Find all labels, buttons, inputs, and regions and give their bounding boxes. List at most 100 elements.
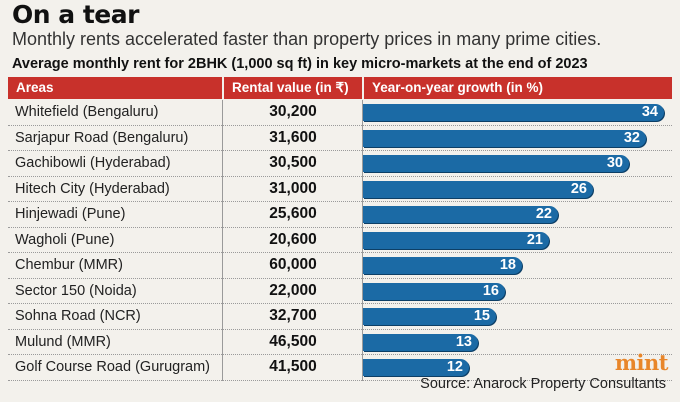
table-row: Mulund (MMR) 46,500 13	[8, 329, 672, 355]
row-separator	[8, 200, 672, 202]
header-divider	[362, 77, 364, 99]
growth-value-label: 18	[499, 257, 516, 273]
table-row: Whitefield (Bengaluru) 30,200 34	[8, 100, 672, 126]
column-divider	[362, 355, 363, 381]
area-label: Chembur (MMR)	[15, 257, 123, 273]
table-row: Hitech City (Hyderabad) 31,000 26	[8, 176, 672, 202]
table-row: Wagholi (Pune) 20,600 21	[8, 227, 672, 253]
table-row: Sarjapur Road (Bengaluru) 31,600 32	[8, 125, 672, 151]
growth-bar: 32	[363, 129, 646, 147]
column-divider	[362, 151, 363, 177]
area-label: Gachibowli (Hyderabad)	[15, 155, 171, 171]
column-divider	[222, 151, 223, 177]
growth-bar: 21	[363, 231, 549, 249]
row-separator	[8, 124, 672, 126]
header-rental-value: Rental value (in ₹)	[232, 80, 349, 95]
growth-bar: 12	[363, 359, 469, 376]
chart-subtitle: Monthly rents accelerated faster than pr…	[12, 29, 602, 49]
column-divider	[362, 227, 363, 253]
growth-bar: 34	[363, 104, 664, 121]
column-divider	[222, 227, 223, 253]
growth-bar: 18	[363, 257, 522, 274]
area-label: Golf Course Road (Gurugram)	[15, 359, 211, 375]
row-separator	[8, 277, 672, 279]
growth-value-label: 12	[446, 359, 463, 375]
rental-value: 31,600	[269, 128, 317, 146]
table-heading: Average monthly rent for 2BHK (1,000 sq …	[12, 56, 588, 72]
brand-logo: mint	[614, 350, 669, 375]
column-divider	[362, 100, 363, 126]
table-body: Whitefield (Bengaluru) 30,200 34 Sarjapur R…	[8, 100, 672, 381]
column-divider	[222, 329, 223, 355]
column-divider	[362, 176, 363, 202]
row-separator	[8, 379, 672, 381]
growth-value-label: 13	[455, 333, 472, 350]
growth-bar: 30	[363, 155, 629, 172]
growth-bar: 13	[363, 333, 478, 351]
column-divider	[362, 329, 363, 355]
rental-value: 30,200	[269, 103, 317, 120]
table-row: Chembur (MMR) 60,000 18	[8, 253, 672, 279]
area-label: Whitefield (Bengaluru)	[15, 104, 159, 120]
area-label: Wagholi (Pune)	[15, 231, 115, 248]
column-divider	[362, 304, 363, 330]
rental-value: 32,700	[269, 307, 317, 324]
growth-value-label: 15	[473, 308, 490, 324]
header-growth: Year-on-year growth (in %)	[372, 80, 544, 95]
growth-bar: 15	[363, 308, 496, 325]
column-divider	[222, 355, 223, 381]
column-divider	[362, 202, 363, 228]
area-label: Mulund (MMR)	[15, 333, 111, 350]
table-row: Sector 150 (Noida) 22,000 16	[8, 278, 672, 304]
area-label: Sohna Road (NCR)	[15, 308, 141, 324]
row-separator	[8, 226, 672, 228]
header-divider	[222, 77, 224, 99]
rental-value: 31,000	[269, 179, 317, 197]
chart-title: On a tear	[12, 0, 139, 29]
column-divider	[362, 278, 363, 304]
growth-value-label: 34	[641, 104, 658, 120]
table-row: Golf Course Road (Gurugram) 41,500 12	[8, 355, 672, 381]
column-divider	[362, 253, 363, 279]
growth-bar: 26	[363, 180, 593, 198]
growth-value-label: 22	[535, 206, 552, 222]
growth-bar: 22	[363, 206, 558, 223]
growth-value-label: 30	[606, 155, 623, 171]
row-separator	[8, 175, 672, 177]
table-row: Gachibowli (Hyderabad) 30,500 30	[8, 151, 672, 177]
area-label: Hitech City (Hyderabad)	[15, 180, 170, 197]
header-areas: Areas	[16, 80, 54, 95]
rental-value: 30,500	[269, 154, 317, 171]
source-note: Source: Anarock Property Consultants	[420, 376, 666, 392]
row-separator	[8, 328, 672, 330]
column-divider	[222, 278, 223, 304]
row-separator	[8, 251, 672, 253]
rental-value: 60,000	[269, 256, 317, 273]
column-divider	[222, 176, 223, 202]
rental-value: 41,500	[269, 358, 317, 375]
rental-value: 25,600	[269, 205, 317, 222]
column-divider	[222, 125, 223, 151]
row-separator	[8, 353, 672, 355]
area-label: Sector 150 (Noida)	[15, 282, 137, 299]
growth-value-label: 32	[623, 129, 640, 146]
growth-value-label: 21	[526, 231, 543, 248]
column-divider	[222, 304, 223, 330]
column-divider	[222, 100, 223, 126]
area-label: Sarjapur Road (Bengaluru)	[15, 129, 189, 146]
column-divider	[362, 125, 363, 151]
rental-value: 22,000	[269, 281, 317, 299]
column-divider	[222, 253, 223, 279]
growth-value-label: 26	[570, 180, 587, 197]
growth-bar: 16	[363, 282, 505, 300]
growth-value-label: 16	[482, 282, 499, 299]
column-divider	[222, 202, 223, 228]
rental-value: 46,500	[269, 332, 317, 350]
rental-value: 20,600	[269, 230, 317, 248]
table-row: Hinjewadi (Pune) 25,600 22	[8, 202, 672, 228]
table-header-row: Areas Rental value (in ₹) Year-on-year g…	[8, 77, 672, 99]
row-separator	[8, 149, 672, 151]
area-label: Hinjewadi (Pune)	[15, 206, 126, 222]
table-row: Sohna Road (NCR) 32,700 15	[8, 304, 672, 330]
row-separator	[8, 302, 672, 304]
